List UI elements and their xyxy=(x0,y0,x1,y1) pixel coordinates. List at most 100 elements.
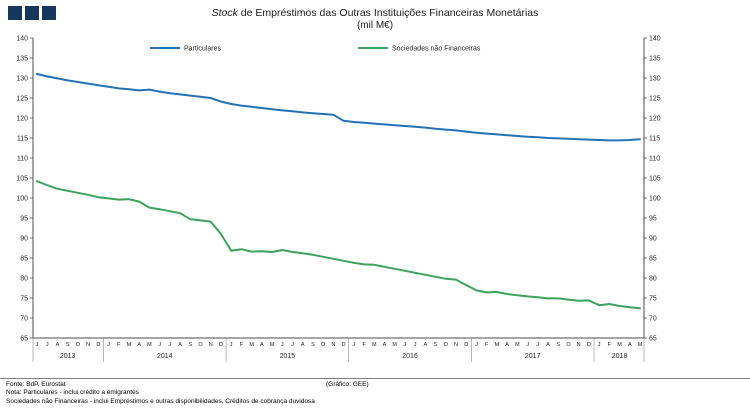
y-tick-label-left: 125 xyxy=(16,95,28,102)
x-year-label: 2016 xyxy=(402,353,418,360)
x-month-label: S xyxy=(434,342,438,348)
x-month-label: M xyxy=(617,342,622,348)
y-tick-label-right: 105 xyxy=(649,175,661,182)
x-month-label: M xyxy=(147,342,152,348)
x-month-label: M xyxy=(127,342,132,348)
chart-title-rest: de Empréstimos das Outras Instituições F… xyxy=(237,7,539,19)
footer-line-1: Fonte: BdP, Eurostat (Gráfico: GEE) xyxy=(6,381,750,389)
y-tick-label-right: 80 xyxy=(649,275,657,282)
x-year-label: 2015 xyxy=(280,353,296,360)
y-tick-label-left: 110 xyxy=(17,155,28,162)
legend-label: Sociedades não Financeiras xyxy=(392,46,481,53)
x-month-label: J xyxy=(536,342,539,348)
x-month-label: F xyxy=(240,342,244,348)
series-line-particulares xyxy=(36,73,641,142)
x-month-label: N xyxy=(577,342,581,348)
x-month-label: J xyxy=(281,342,284,348)
y-tick-label-left: 140 xyxy=(16,35,28,42)
x-month-label: M xyxy=(270,342,275,348)
x-month-label: J xyxy=(168,342,171,348)
x-month-label: J xyxy=(230,342,233,348)
y-tick-label-left: 105 xyxy=(16,175,28,182)
y-tick-label-right: 120 xyxy=(649,115,661,122)
x-month-label: O xyxy=(76,342,81,348)
x-month-label: D xyxy=(464,342,468,348)
footnote-sociedades: Sociedades não Financeiras - inclui Empr… xyxy=(6,397,315,405)
logo-square xyxy=(42,6,56,20)
y-tick-label-right: 65 xyxy=(649,335,657,342)
x-month-label: A xyxy=(178,342,182,348)
y-tick-label-right: 110 xyxy=(649,155,660,162)
y-tick-label-right: 115 xyxy=(649,135,660,142)
y-tick-label-left: 70 xyxy=(20,315,28,322)
chart-title-italic: Stock xyxy=(211,7,238,19)
y-tick-label-right: 130 xyxy=(649,75,661,82)
x-month-label: J xyxy=(404,342,407,348)
chart-subtitle: (mil M€) xyxy=(356,20,394,32)
y-tick-label-right: 140 xyxy=(649,35,661,42)
y-tick-label-left: 115 xyxy=(17,135,28,142)
x-month-label: J xyxy=(46,342,49,348)
logo xyxy=(8,6,56,20)
x-month-label: J xyxy=(158,342,161,348)
x-month-label: D xyxy=(219,342,223,348)
x-month-label: F xyxy=(117,342,121,348)
y-tick-label-right: 75 xyxy=(649,295,657,302)
y-tick-label-right: 100 xyxy=(649,195,661,202)
y-tick-label-right: 135 xyxy=(649,55,661,62)
y-tick-label-left: 95 xyxy=(20,215,28,222)
x-month-label: F xyxy=(608,342,612,348)
y-tick-label-left: 85 xyxy=(20,255,28,262)
y-tick-label-right: 125 xyxy=(649,95,661,102)
x-month-label: M xyxy=(515,342,520,348)
source-note: Fonte: BdP, Eurostat xyxy=(6,381,66,388)
x-month-label: F xyxy=(485,342,489,348)
y-tick-label-left: 100 xyxy=(16,195,28,202)
x-month-label: M xyxy=(372,342,377,348)
x-month-label: A xyxy=(424,342,428,348)
y-tick-label-left: 80 xyxy=(20,275,28,282)
x-month-label: J xyxy=(526,342,529,348)
x-month-label: D xyxy=(342,342,346,348)
footnote-particulares: Nota: Particulares - inclui crédito a em… xyxy=(6,389,139,397)
x-month-label: N xyxy=(209,342,213,348)
footer: Fonte: BdP, Eurostat (Gráfico: GEE) Nota… xyxy=(0,378,750,406)
x-month-label: O xyxy=(198,342,203,348)
series-line-sociedades-nao-financeiras xyxy=(36,180,641,310)
x-month-label: A xyxy=(260,342,264,348)
x-month-label: F xyxy=(362,342,366,348)
x-month-label: A xyxy=(56,342,60,348)
y-tick-label-left: 65 xyxy=(20,335,28,342)
x-year-label: 2013 xyxy=(60,353,76,360)
y-tick-label-right: 70 xyxy=(649,315,657,322)
x-month-label: A xyxy=(628,342,632,348)
x-month-label: M xyxy=(249,342,254,348)
x-month-label: N xyxy=(331,342,335,348)
x-month-label: S xyxy=(188,342,192,348)
x-month-label: J xyxy=(36,342,39,348)
x-month-label: J xyxy=(352,342,355,348)
x-month-label: O xyxy=(321,342,326,348)
logo-square xyxy=(8,6,22,20)
x-year-label: 2014 xyxy=(157,353,173,360)
x-month-label: D xyxy=(96,342,100,348)
y-tick-label-left: 130 xyxy=(16,75,28,82)
x-month-label: S xyxy=(556,342,560,348)
y-tick-label-left: 75 xyxy=(20,295,28,302)
x-year-label: 2017 xyxy=(525,353,541,360)
x-month-label: J xyxy=(107,342,110,348)
x-month-label: N xyxy=(86,342,90,348)
x-month-label: O xyxy=(566,342,571,348)
x-month-label: J xyxy=(475,342,478,348)
x-year-label: 2018 xyxy=(612,353,628,360)
chart-title: Stock de Empréstimos das Outras Institui… xyxy=(0,7,750,20)
x-month-label: M xyxy=(392,342,397,348)
logo-square xyxy=(25,6,39,20)
x-month-label: J xyxy=(414,342,417,348)
x-month-label: S xyxy=(311,342,315,348)
x-month-label: J xyxy=(291,342,294,348)
y-tick-label-left: 120 xyxy=(16,115,28,122)
chart-title-block: Stock de Empréstimos das Outras Institui… xyxy=(0,7,750,33)
